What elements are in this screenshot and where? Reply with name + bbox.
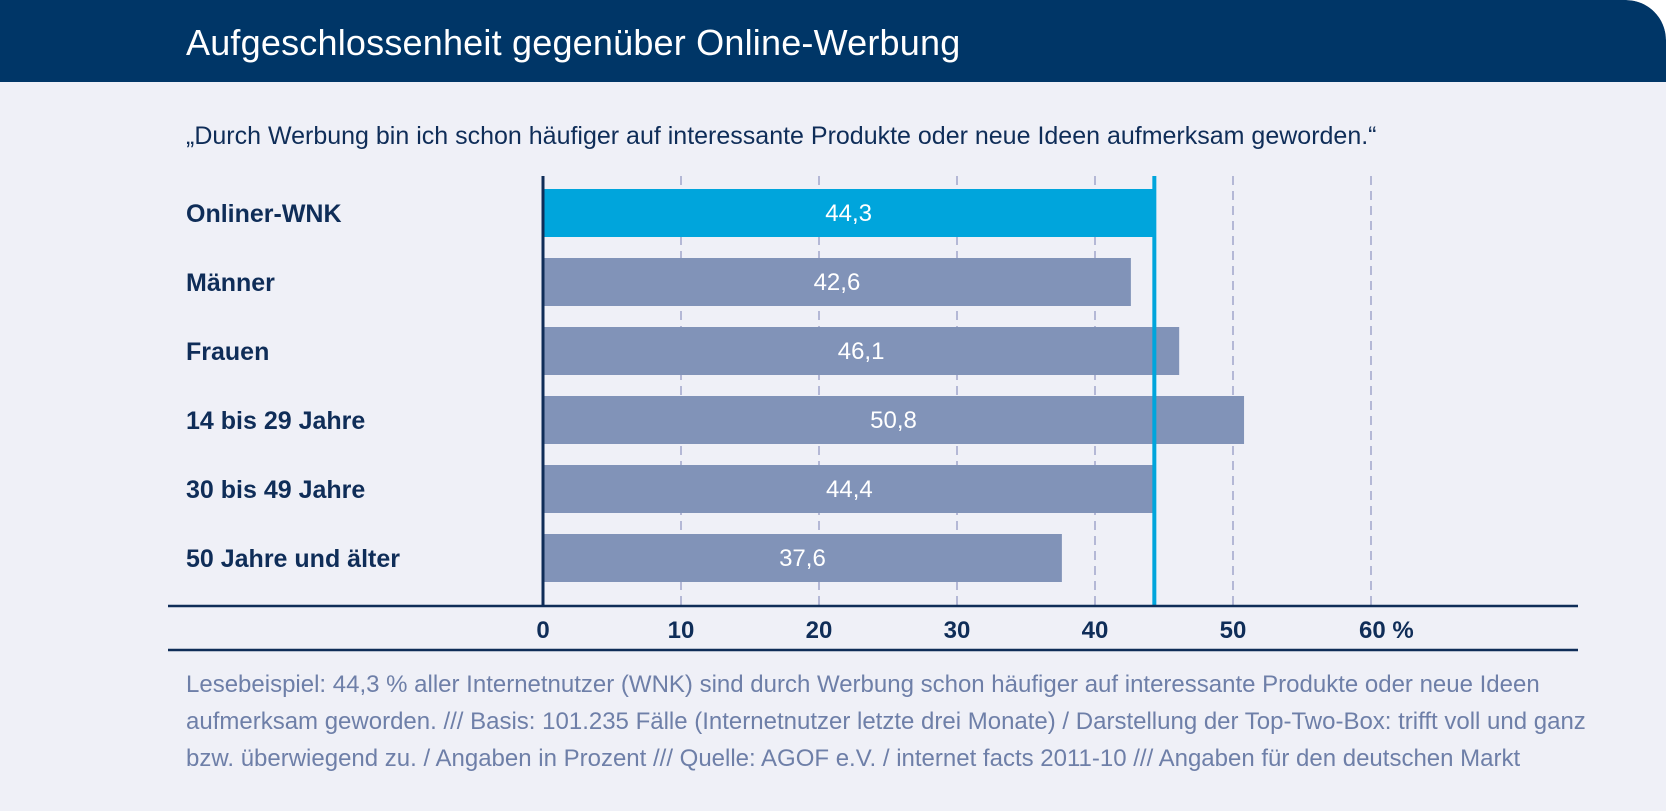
category-label: Onliner-WNK [186,200,342,228]
category-label: 30 bis 49 Jahre [186,476,365,504]
tick-label: 0 [536,617,549,644]
footnote: Lesebeispiel: 44,3 % aller Internetnutze… [186,671,1586,772]
chart-title: Aufgeschlossenheit gegenüber Online-Werb… [186,22,961,63]
category-label: 14 bis 29 Jahre [186,407,365,435]
category-label: Männer [186,269,275,297]
bar [543,189,1155,237]
bar [543,465,1156,513]
data-label: 44,4 [826,476,873,503]
category-label: 50 Jahre und älter [186,545,400,573]
header-bar: Aufgeschlossenheit gegenüber Online-Werb… [0,0,1666,82]
tick-label: 20 [806,617,833,644]
tick-label: 10 [668,617,695,644]
bar [543,258,1131,306]
tick-label: 30 [944,617,971,644]
data-label: 46,1 [838,338,885,365]
bar [543,396,1245,444]
tick-label: 50 [1220,617,1247,644]
category-label: Frauen [186,338,269,366]
data-label: 42,6 [814,269,861,296]
chart-subtitle: „Durch Werbung bin ich schon häufiger au… [186,122,1377,150]
tick-label: 40 [1082,617,1109,644]
data-label: 44,3 [825,200,872,227]
bar [543,327,1180,375]
data-label: 50,8 [870,407,917,434]
bar [543,534,1062,582]
data-label: 37,6 [779,545,826,572]
tick-label: 60 % [1359,617,1414,644]
